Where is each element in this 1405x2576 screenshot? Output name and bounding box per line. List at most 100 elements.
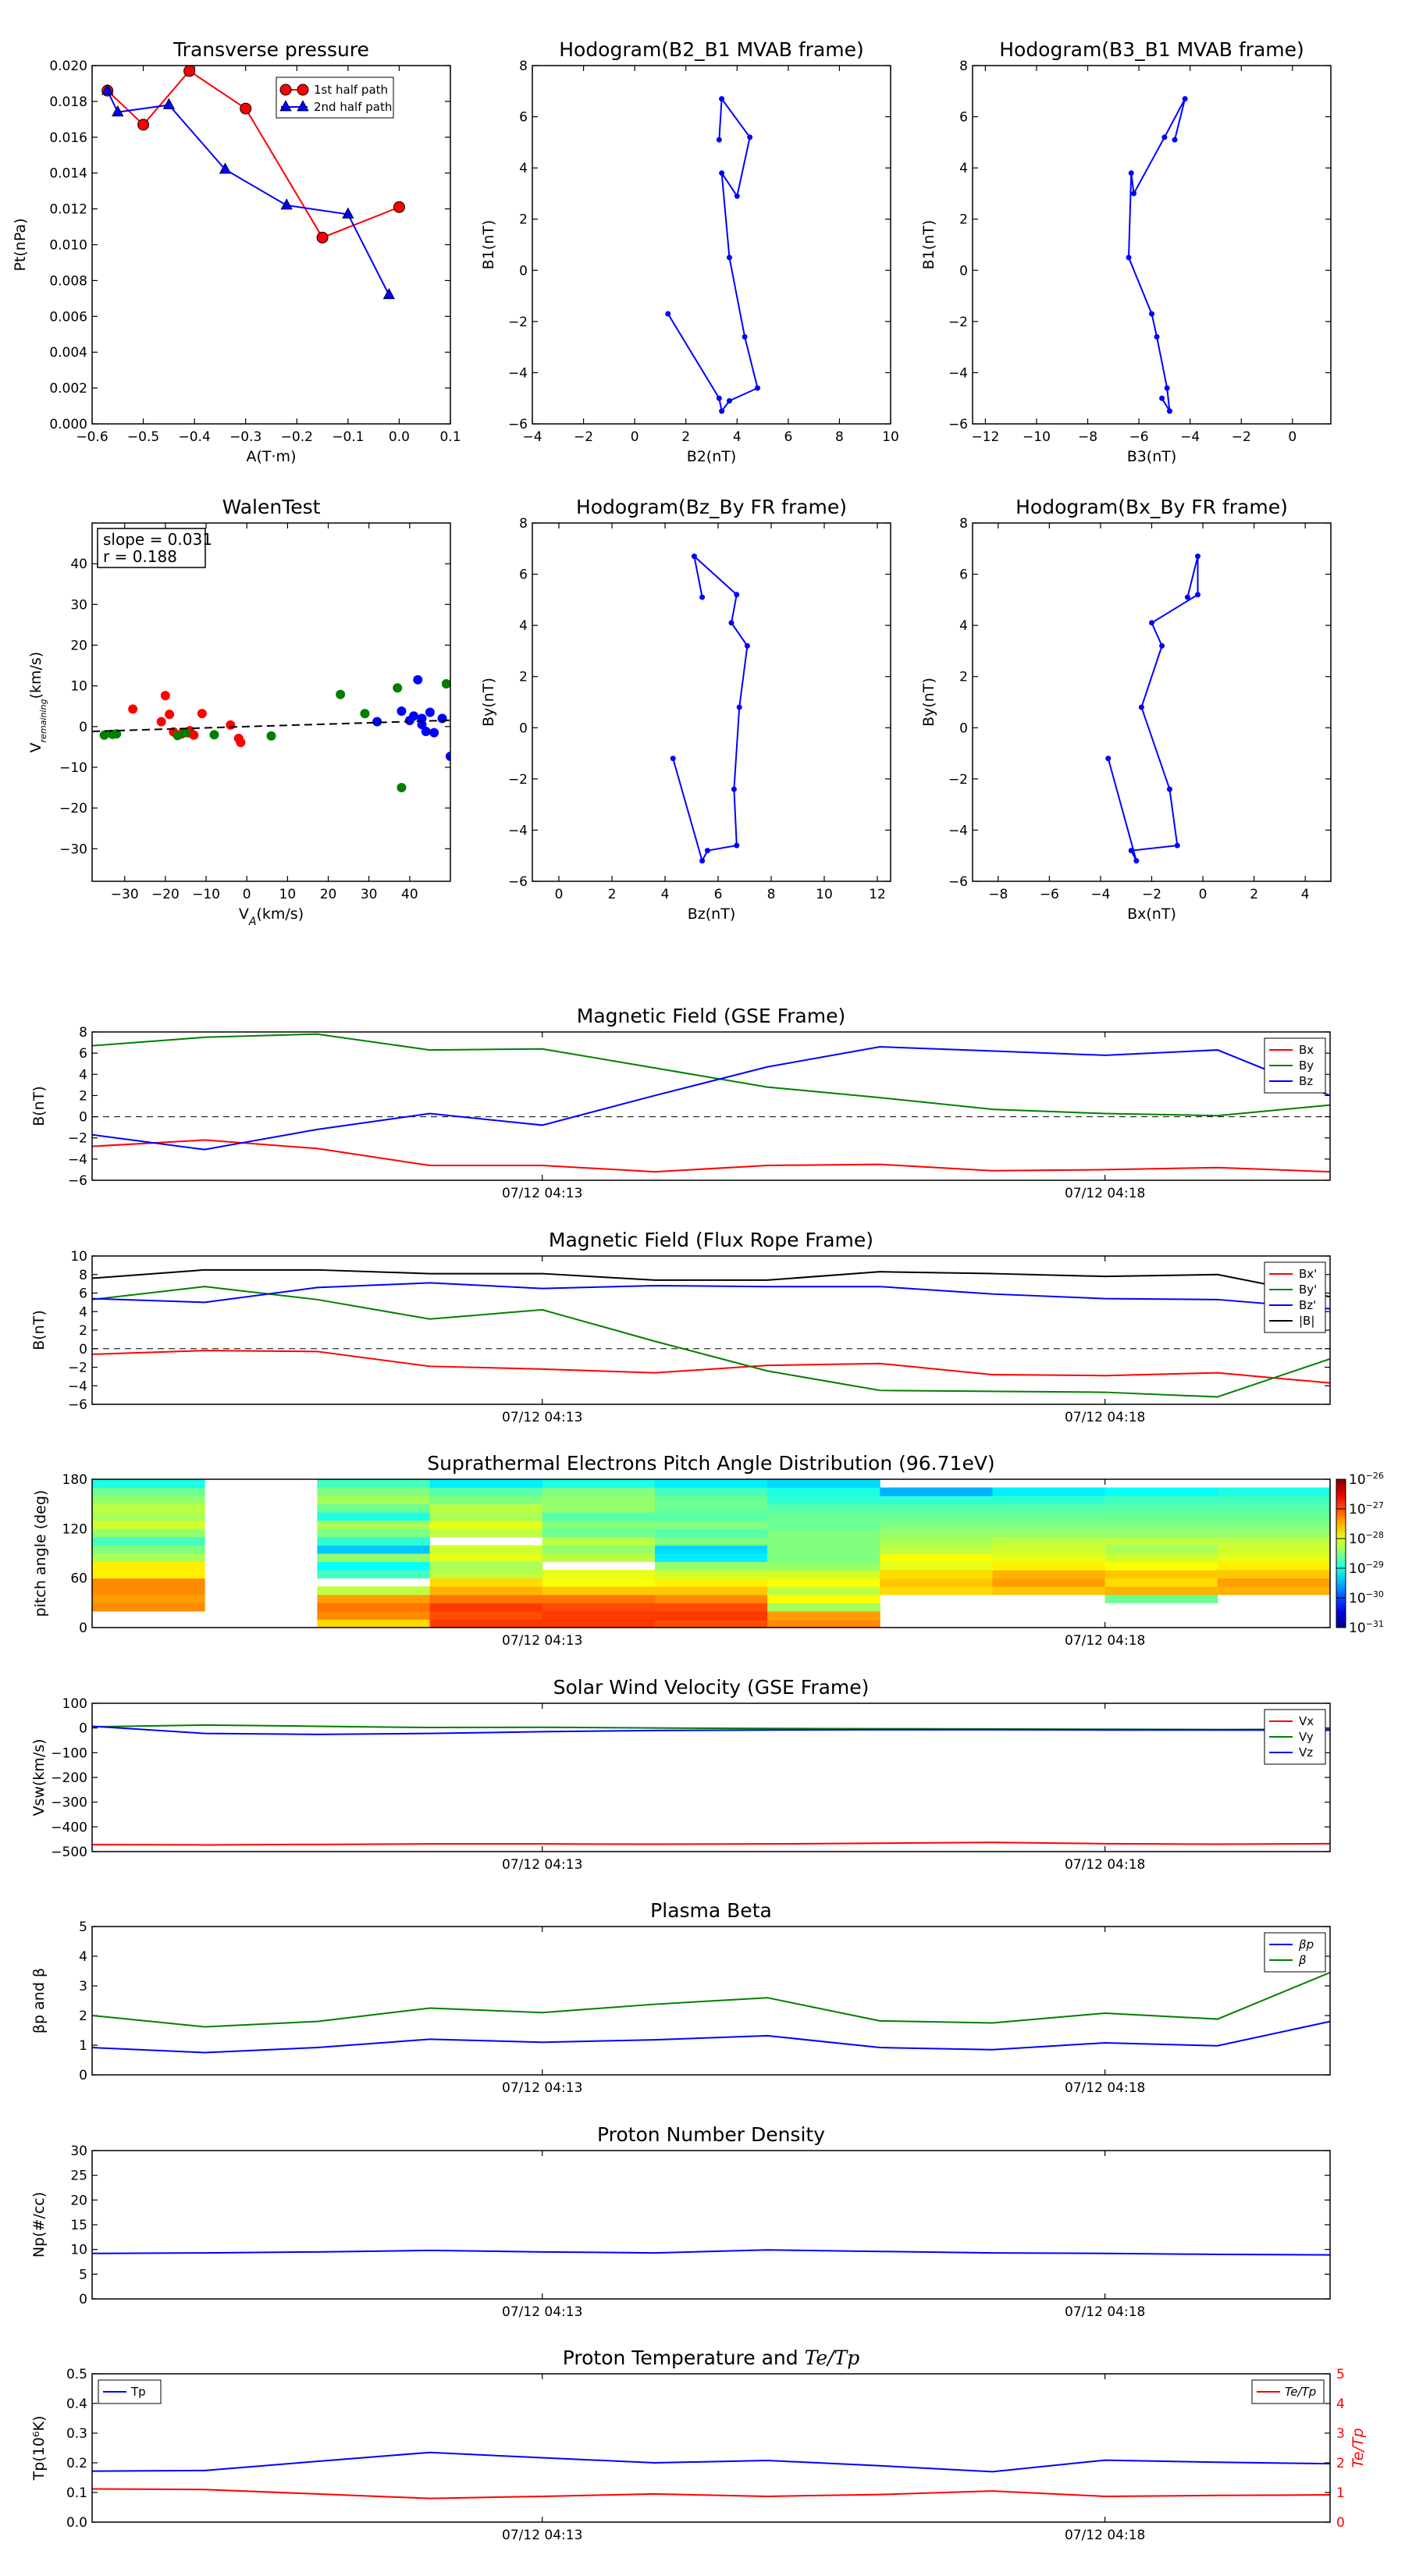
heatmap-cell bbox=[317, 1520, 431, 1529]
y-tick-label: 4 bbox=[959, 618, 968, 634]
series-line-|B| bbox=[92, 1268, 1330, 1298]
heatmap-cell bbox=[92, 1503, 205, 1513]
scatter-point bbox=[409, 711, 419, 721]
heatmap-cells bbox=[92, 1479, 1330, 1628]
heatmap-cell bbox=[992, 1503, 1106, 1513]
scatter-point bbox=[112, 729, 122, 739]
x-axis-label: Bx(nT) bbox=[1127, 906, 1176, 923]
chart-title: Hodogram(Bz_By FR frame) bbox=[576, 496, 847, 518]
annotation-r: r = 0.188 bbox=[103, 547, 177, 566]
data-point bbox=[691, 553, 697, 560]
heatmap-cell bbox=[429, 1479, 543, 1489]
series-line-Vz bbox=[92, 1725, 1330, 1735]
plot-area bbox=[670, 553, 750, 864]
heatmap-cell bbox=[92, 1528, 205, 1538]
y-tick-label: −4 bbox=[68, 1379, 87, 1394]
y-tick-label: −300 bbox=[51, 1795, 87, 1811]
heatmap-cell bbox=[429, 1503, 543, 1513]
scatter-point bbox=[441, 679, 450, 689]
heatmap-cell bbox=[992, 1553, 1106, 1563]
data-point bbox=[316, 231, 329, 244]
y-tick-label: 180 bbox=[62, 1472, 87, 1488]
y-axis-label: B(nT) bbox=[30, 1310, 48, 1350]
data-point bbox=[219, 162, 232, 174]
x-axis-label-sub: A bbox=[248, 916, 257, 928]
x-tick-label: −30 bbox=[111, 887, 139, 902]
y-tick-label: −2 bbox=[68, 1131, 87, 1147]
heatmap-cell bbox=[992, 1578, 1106, 1587]
plot-area bbox=[92, 2249, 1330, 2256]
heatmap-cell bbox=[429, 1545, 543, 1554]
panel-vsw: Solar Wind Velocity (GSE Frame) 07/12 04:… bbox=[30, 1676, 1331, 1873]
series-line-Bx' bbox=[92, 1350, 1330, 1384]
heatmap-cell bbox=[317, 1496, 431, 1505]
data-point bbox=[393, 201, 405, 213]
y-axis-label-unit: (km/s) bbox=[27, 652, 44, 699]
data-point bbox=[137, 119, 150, 131]
x-tick-label: 30 bbox=[361, 887, 378, 902]
series-line-1 bbox=[106, 90, 390, 296]
heatmap-cell bbox=[767, 1619, 880, 1628]
y-tick-label: 0.002 bbox=[49, 381, 87, 397]
y-tick-label: 2 bbox=[959, 670, 968, 685]
chart-title: Magnetic Field (Flux Rope Frame) bbox=[549, 1229, 873, 1251]
scatter-point bbox=[397, 783, 407, 793]
heatmap-cell bbox=[1217, 1512, 1330, 1521]
heatmap-cell bbox=[1217, 1570, 1330, 1579]
heatmap-cell bbox=[1104, 1520, 1218, 1529]
heatmap-cell bbox=[429, 1610, 543, 1620]
heatmap-cell bbox=[880, 1578, 993, 1587]
heatmap-cell bbox=[92, 1479, 205, 1489]
plot-area bbox=[1105, 553, 1201, 864]
legend-marker bbox=[279, 84, 292, 96]
data-point bbox=[1105, 756, 1112, 762]
y-right-tick-label: 5 bbox=[1336, 2367, 1345, 2382]
y-tick-label: −4 bbox=[68, 1152, 87, 1168]
y-tick-label: −2 bbox=[68, 1361, 87, 1376]
legend-marker bbox=[279, 100, 292, 112]
data-point bbox=[162, 98, 176, 109]
heatmap-cell bbox=[542, 1610, 656, 1620]
data-point bbox=[1184, 594, 1190, 600]
plot-area bbox=[92, 1033, 1330, 1173]
data-point bbox=[1149, 311, 1154, 317]
chart-title: Hodogram(B2_B1 MVAB frame) bbox=[559, 38, 864, 61]
series-line-Bz' bbox=[92, 1282, 1330, 1310]
y-tick-label: 0.006 bbox=[49, 309, 87, 325]
chart-title: Magnetic Field (GSE Frame) bbox=[577, 1005, 845, 1027]
y-tick-label: −10 bbox=[59, 760, 87, 776]
y-tick-label: −400 bbox=[51, 1820, 87, 1835]
heatmap-cell bbox=[317, 1570, 431, 1579]
y-tick-label: 0 bbox=[79, 2068, 87, 2083]
colorbar-tick-label: 10−26 bbox=[1349, 1471, 1384, 1488]
plot-area bbox=[92, 1971, 1330, 2054]
chart-title: Hodogram(B3_B1 MVAB frame) bbox=[999, 38, 1304, 61]
heatmap-cell bbox=[1104, 1487, 1218, 1496]
y-tick-label: −30 bbox=[59, 841, 87, 857]
data-point bbox=[1133, 858, 1140, 864]
heatmap-cell bbox=[767, 1496, 880, 1505]
data-point bbox=[1182, 96, 1188, 102]
y-tick-label: 0.014 bbox=[49, 166, 87, 182]
annotation-box bbox=[97, 528, 206, 568]
y-tick-label: 8 bbox=[959, 516, 968, 532]
heatmap-cell bbox=[542, 1586, 656, 1596]
heatmap-cell bbox=[429, 1496, 543, 1505]
y-tick-label: 15 bbox=[70, 2218, 87, 2233]
scatter-point bbox=[226, 720, 236, 730]
heatmap-cell bbox=[429, 1561, 543, 1571]
x-tick-label: −4 bbox=[1090, 887, 1110, 902]
series-line-Bx bbox=[92, 1139, 1330, 1173]
data-point bbox=[699, 858, 706, 864]
heatmap-cell bbox=[92, 1536, 205, 1546]
y-tick-label: 0.5 bbox=[66, 2367, 87, 2382]
y-tick-label: 4 bbox=[79, 1949, 87, 1965]
heatmap-cell bbox=[429, 1512, 543, 1521]
plot-frame bbox=[91, 1255, 1331, 1405]
data-point bbox=[112, 105, 124, 117]
heatmap-cell bbox=[542, 1487, 656, 1496]
heatmap-cell bbox=[654, 1512, 768, 1521]
data-point bbox=[734, 842, 740, 849]
y-tick-label: −6 bbox=[948, 417, 968, 432]
panel-mag_fr: Magnetic Field (Flux Rope Frame) 07/12 04… bbox=[30, 1229, 1331, 1425]
